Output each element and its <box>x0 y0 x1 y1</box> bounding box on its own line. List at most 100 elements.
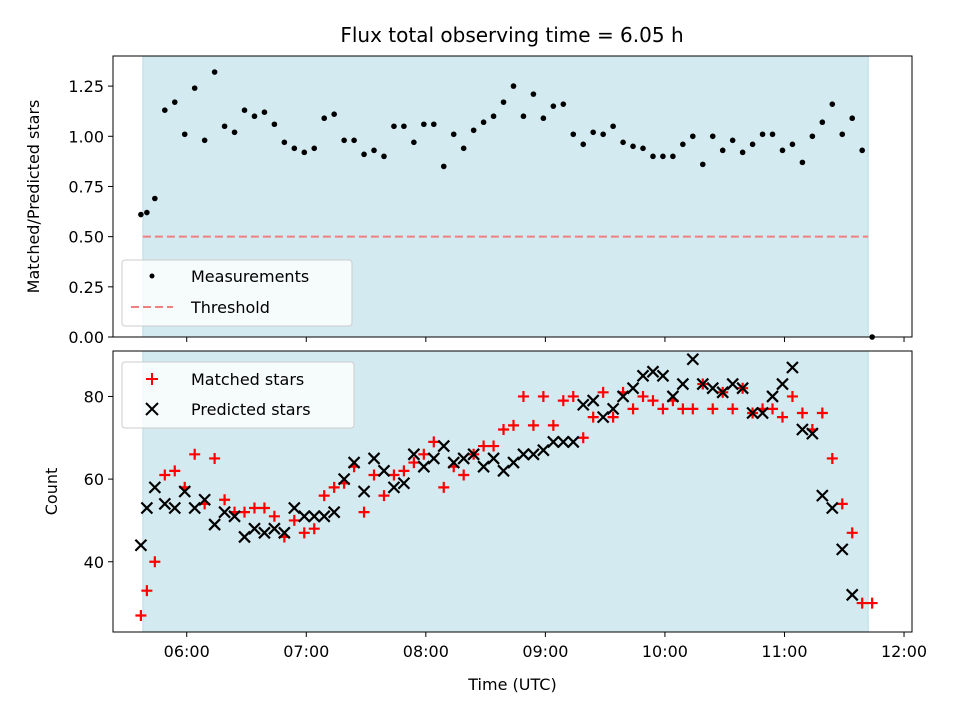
x-tick-label: 06:00 <box>164 642 210 661</box>
matched-point <box>268 510 280 522</box>
predicted-point <box>228 510 241 523</box>
measurement-point <box>421 121 427 128</box>
measurement-point <box>809 133 816 140</box>
matched-point <box>607 411 619 423</box>
legend-predicted-label: Predicted stars <box>191 400 311 419</box>
predicted-point <box>347 456 361 469</box>
measurement-point <box>640 145 646 152</box>
predicted-point <box>367 452 381 465</box>
matched-point <box>248 502 260 514</box>
predicted-point <box>576 398 590 411</box>
measurement-point <box>201 137 208 144</box>
matched-point <box>826 452 838 464</box>
measurement-point <box>401 123 407 130</box>
predicted-point <box>806 427 819 440</box>
predicted-point <box>307 510 321 523</box>
matched-point <box>488 440 500 452</box>
predicted-point <box>706 381 720 395</box>
y-tick-label: 60 <box>84 470 104 489</box>
predicted-point <box>317 510 331 523</box>
y-tick-label: 40 <box>84 553 104 572</box>
measurement-point <box>759 131 766 138</box>
count-plot-legend: Matched stars Predicted stars <box>121 361 355 429</box>
measurement-point <box>271 121 278 128</box>
predicted-point <box>547 435 560 449</box>
measurement-point <box>630 143 636 150</box>
y-tick-label: 0.75 <box>68 177 104 196</box>
measurement-point <box>520 113 527 120</box>
predicted-point <box>845 588 859 602</box>
predicted-point <box>557 435 570 449</box>
measurement-point <box>490 113 497 120</box>
predicted-point <box>148 481 162 494</box>
predicted-point <box>756 406 769 420</box>
matched-point <box>836 498 848 510</box>
predicted-point <box>716 386 729 399</box>
matched-point <box>328 481 340 493</box>
matched-point <box>478 440 490 452</box>
predicted-point <box>826 501 839 515</box>
measurement-point <box>749 141 756 148</box>
predicted-point <box>337 472 351 486</box>
predicted-point <box>268 522 281 535</box>
predicted-point <box>776 377 789 391</box>
ratio-plot-frame <box>112 55 913 338</box>
matched-point <box>149 556 161 568</box>
measurement-point <box>138 211 144 218</box>
measurement-point <box>500 99 507 105</box>
measurement-point <box>241 107 248 113</box>
predicted-point <box>507 456 520 469</box>
measurement-point <box>291 145 298 152</box>
x-tick-label: 08:00 <box>403 642 449 661</box>
predicted-point <box>487 452 500 465</box>
measurement-point <box>859 147 865 154</box>
matched-point <box>567 390 579 402</box>
measurement-point <box>351 137 357 144</box>
measurement-point <box>660 153 666 160</box>
measurement-point <box>341 137 347 144</box>
matched-point <box>458 469 470 481</box>
predicted-point <box>298 510 311 523</box>
predicted-point <box>447 456 460 469</box>
matched-point <box>398 465 410 477</box>
predicted-point <box>288 501 301 515</box>
predicted-point <box>786 361 799 374</box>
predicted-point <box>796 423 809 436</box>
predicted-point <box>586 394 600 407</box>
measurement-point <box>550 103 557 109</box>
y-tick-label: 1.25 <box>68 77 104 96</box>
measurement-point <box>699 161 706 168</box>
predicted-point <box>596 410 610 424</box>
matched-point <box>796 407 808 419</box>
measurement-point <box>620 139 626 146</box>
predicted-point <box>606 402 620 416</box>
predicted-point <box>626 381 640 395</box>
predicted-point <box>168 501 182 515</box>
predicted-point <box>357 485 371 498</box>
predicted-point <box>437 439 451 453</box>
measurement-point <box>580 141 587 148</box>
measurement-point <box>311 145 318 152</box>
matched-point <box>308 523 320 535</box>
measurement-point <box>789 141 796 148</box>
measurement-point <box>510 83 517 89</box>
y-tick-label: 80 <box>84 387 104 406</box>
matched-point <box>856 597 868 609</box>
matched-point <box>557 395 569 407</box>
legend-measurements-label: Measurements <box>191 267 309 286</box>
measurement-point <box>709 133 716 140</box>
matched-point <box>219 494 231 506</box>
legend-predicted-marker <box>145 402 159 416</box>
measurement-point <box>690 133 696 140</box>
measurement-point <box>162 107 168 113</box>
measurement-point <box>600 131 606 138</box>
ratio-plot-ylabel: Matched/Predicted stars <box>24 100 43 294</box>
matched-point <box>527 419 539 431</box>
measurement-point <box>460 145 467 152</box>
predicted-point <box>278 526 291 540</box>
measurement-point <box>301 149 308 156</box>
matched-point <box>438 481 450 493</box>
predicted-point <box>208 518 221 531</box>
measurement-point <box>839 131 846 138</box>
x-tick-label: 11:00 <box>761 642 807 661</box>
